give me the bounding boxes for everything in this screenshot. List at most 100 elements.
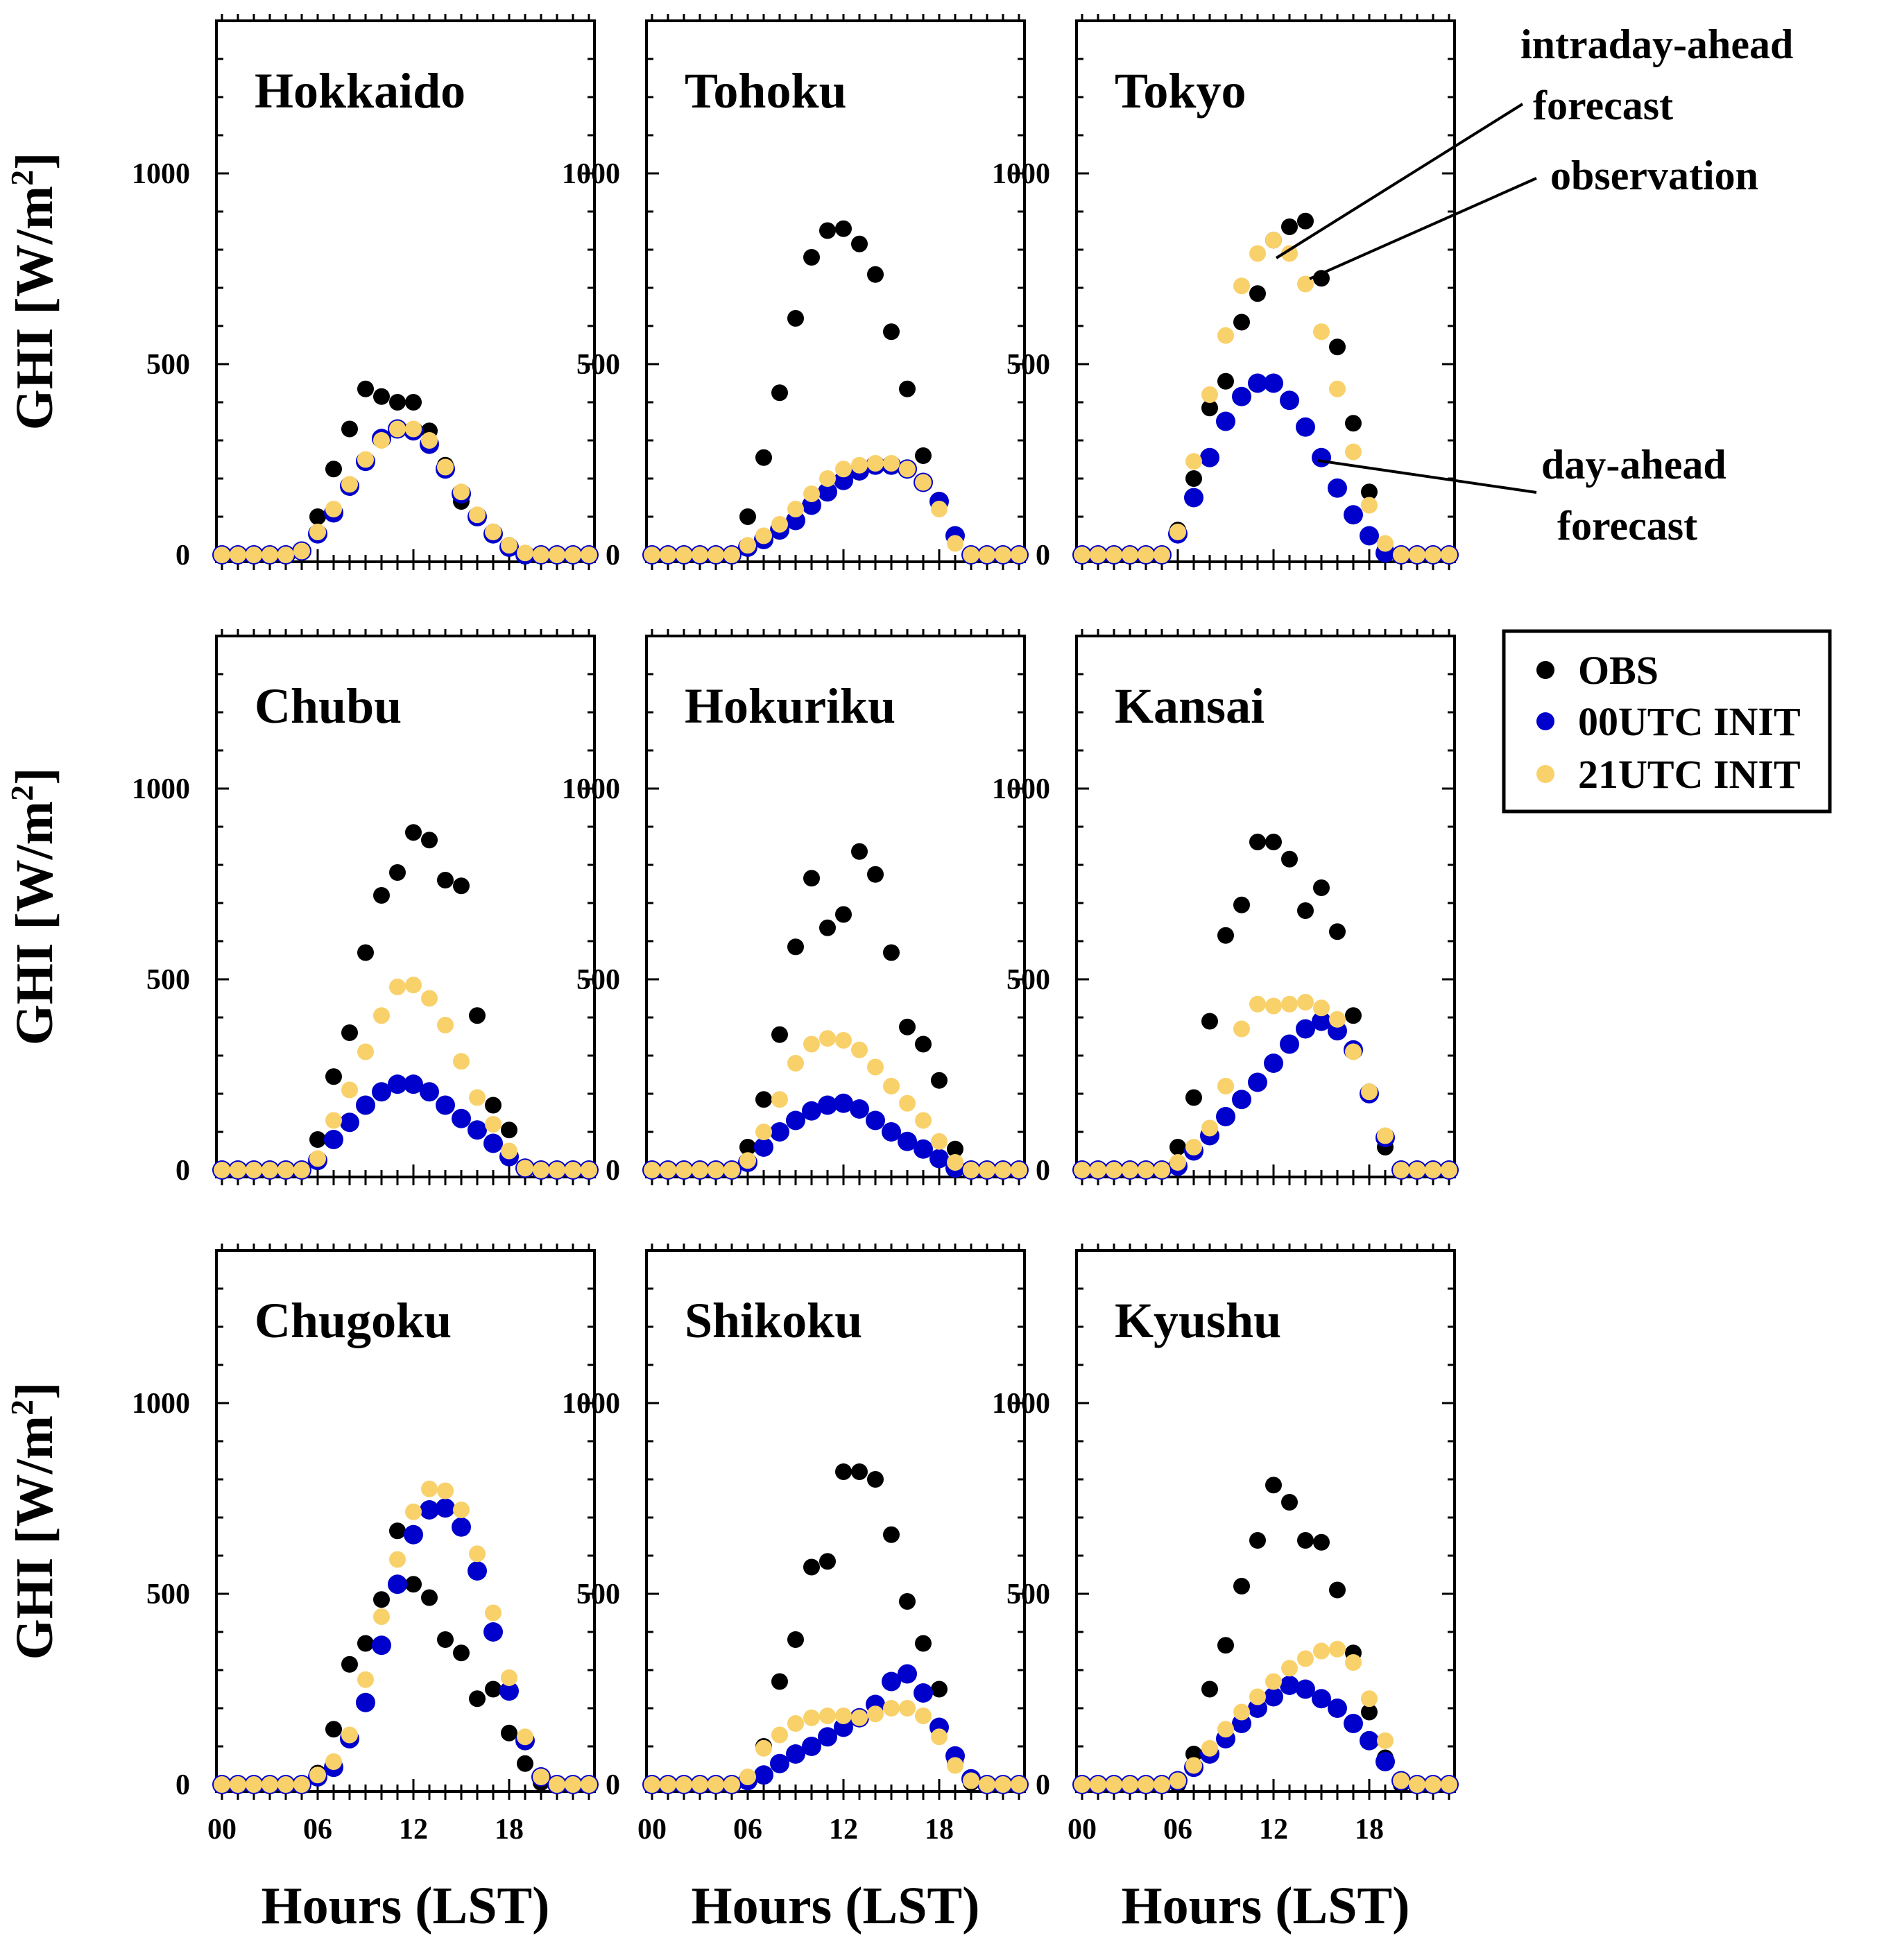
point-21utc-init xyxy=(644,547,660,563)
point-00utc-init xyxy=(929,1149,949,1169)
point-21utc-init xyxy=(469,1089,486,1106)
point-00utc-init xyxy=(436,1498,455,1518)
series-obs xyxy=(214,1522,597,1793)
point-obs xyxy=(1345,1007,1362,1024)
point-21utc-init xyxy=(230,547,246,563)
series-obs xyxy=(644,220,1027,563)
point-obs xyxy=(835,1463,852,1480)
point-21utc-init xyxy=(1377,1127,1394,1144)
series-obs xyxy=(644,1463,1027,1793)
panel-title: Shikoku xyxy=(685,1293,862,1348)
point-obs xyxy=(1281,1494,1298,1511)
point-obs xyxy=(1217,927,1234,944)
panel-frame xyxy=(215,19,596,563)
panel-tokyo: 0 500 1000 Tokyo xyxy=(992,14,1459,571)
point-21utc-init xyxy=(262,547,278,563)
legend-box xyxy=(1502,629,1832,814)
point-obs xyxy=(851,1463,868,1480)
series-00utc-init xyxy=(212,1498,599,1794)
point-00utc-init xyxy=(388,1074,407,1094)
point-21utc-init xyxy=(771,1091,788,1108)
point-obs xyxy=(1169,1139,1186,1155)
point-21utc-init xyxy=(533,547,549,563)
point-21utc-init xyxy=(915,1112,932,1129)
point-21utc-init xyxy=(1106,1776,1122,1793)
point-00utc-init xyxy=(468,1561,487,1581)
point-21utc-init xyxy=(708,1776,724,1793)
point-00utc-init xyxy=(898,1131,917,1151)
point-21utc-init xyxy=(851,456,868,474)
point-21utc-init xyxy=(1409,547,1425,563)
point-obs xyxy=(485,1097,502,1114)
point-obs xyxy=(389,1522,406,1540)
point-obs xyxy=(915,1635,932,1652)
y-tick-label: 1000 xyxy=(562,773,620,805)
point-21utc-init xyxy=(357,1043,374,1060)
point-00utc-init xyxy=(1248,373,1267,393)
point-obs xyxy=(1249,834,1266,850)
point-21utc-init xyxy=(1393,1162,1409,1178)
point-21utc-init xyxy=(501,1669,517,1686)
point-obs xyxy=(787,1631,804,1648)
point-21utc-init xyxy=(1281,245,1298,262)
dayahead-annotation-line2: forecast xyxy=(1557,503,1697,549)
y-tick-label: 500 xyxy=(1006,964,1050,996)
point-21utc-init xyxy=(373,1007,390,1024)
point-21utc-init xyxy=(453,483,470,501)
point-obs xyxy=(1185,1746,1202,1762)
point-21utc-init xyxy=(1281,1660,1298,1677)
point-21utc-init xyxy=(1217,1078,1234,1094)
point-obs xyxy=(325,461,342,478)
point-21utc-init xyxy=(963,1772,979,1789)
point-obs xyxy=(501,1121,517,1139)
point-21utc-init xyxy=(660,1776,676,1793)
point-21utc-init xyxy=(1106,1162,1122,1178)
point-00utc-init xyxy=(1232,1090,1251,1110)
x-tick-label: 12 xyxy=(829,1814,858,1846)
point-00utc-init xyxy=(866,1110,885,1131)
point-21utc-init xyxy=(660,547,676,563)
point-21utc-init xyxy=(676,547,692,563)
series-21utc-init xyxy=(644,455,1027,563)
point-21utc-init xyxy=(995,547,1011,563)
point-00utc-init xyxy=(1280,1676,1299,1695)
point-00utc-init xyxy=(1375,1752,1395,1771)
panel-title: Hokkaido xyxy=(255,63,465,119)
point-21utc-init xyxy=(947,1154,963,1171)
dayahead-annotation-line1: day-ahead xyxy=(1541,442,1726,488)
point-21utc-init xyxy=(262,1776,278,1793)
point-21utc-init xyxy=(1361,1083,1378,1101)
point-00utc-init xyxy=(420,1082,439,1102)
point-21utc-init xyxy=(692,1162,708,1178)
point-00utc-init xyxy=(1264,373,1283,393)
point-21utc-init xyxy=(1329,380,1346,397)
point-21utc-init xyxy=(1377,1732,1394,1749)
point-21utc-init xyxy=(676,1162,692,1178)
point-00utc-init xyxy=(1216,411,1235,431)
point-21utc-init xyxy=(1233,1020,1250,1038)
point-00utc-init xyxy=(802,1101,821,1121)
point-00utc-init xyxy=(882,1671,901,1692)
point-obs xyxy=(755,449,772,466)
point-obs xyxy=(325,1068,342,1085)
point-21utc-init xyxy=(867,455,884,472)
point-21utc-init xyxy=(723,1162,740,1178)
point-21utc-init xyxy=(1011,1776,1027,1793)
point-21utc-init xyxy=(246,547,262,563)
point-21utc-init xyxy=(1201,1119,1218,1137)
point-21utc-init xyxy=(1011,1162,1027,1178)
point-obs xyxy=(867,866,884,883)
point-00utc-init xyxy=(1328,478,1347,498)
point-21utc-init xyxy=(883,455,900,472)
point-21utc-init xyxy=(1074,1776,1090,1793)
panel-tohoku: 0 500 1000 Tohoku xyxy=(562,14,1029,571)
point-21utc-init xyxy=(1361,1690,1378,1708)
point-21utc-init xyxy=(803,485,820,502)
point-21utc-init xyxy=(405,977,422,994)
point-21utc-init xyxy=(341,1081,358,1099)
point-00utc-init xyxy=(452,1517,471,1537)
point-21utc-init xyxy=(501,1142,517,1160)
x-tick-label: 12 xyxy=(399,1814,428,1846)
point-00utc-init xyxy=(372,1635,391,1656)
point-21utc-init xyxy=(437,1482,454,1499)
